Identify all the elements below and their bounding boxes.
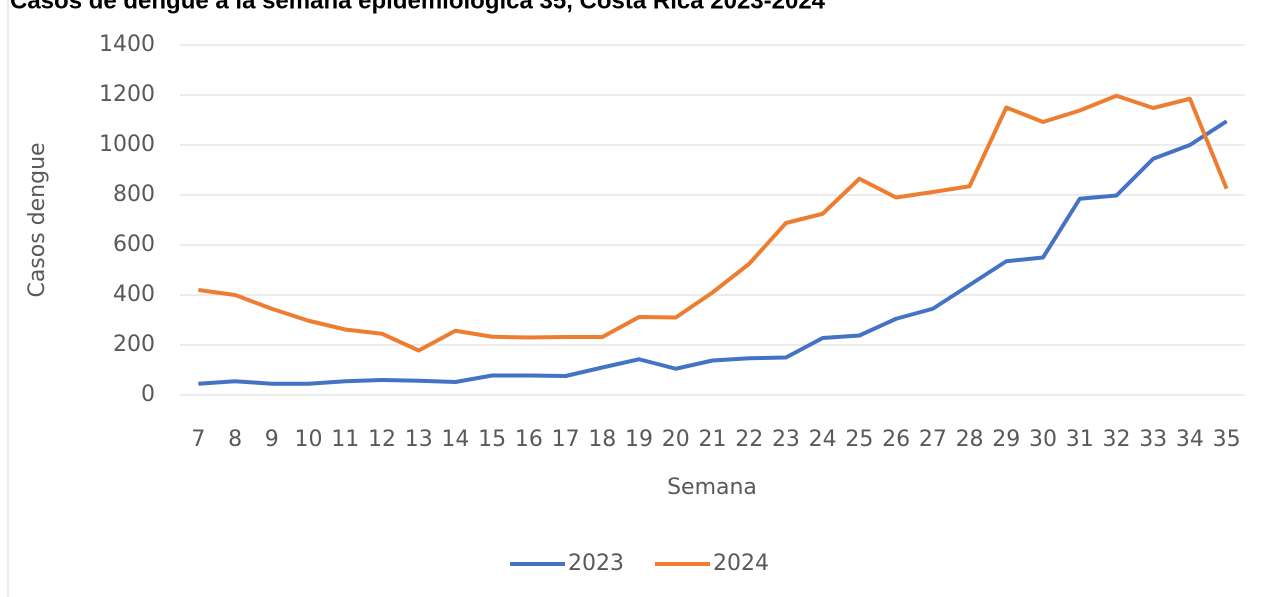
x-tick-label: 22: [735, 427, 763, 452]
x-tick-label: 23: [772, 427, 800, 452]
x-tick-label: 25: [845, 427, 873, 452]
x-tick-label: 21: [699, 427, 727, 452]
x-tick-label: 30: [1029, 427, 1057, 452]
y-tick-label: 1000: [99, 132, 155, 157]
x-tick-label: 15: [478, 427, 506, 452]
y-tick-label: 800: [113, 182, 155, 207]
x-tick-label: 17: [552, 427, 580, 452]
x-tick-label: 28: [956, 427, 984, 452]
x-tick-label: 32: [1102, 427, 1130, 452]
x-tick-label: 18: [588, 427, 616, 452]
x-axis-label: Semana: [667, 475, 757, 500]
x-tick-label: 7: [191, 427, 205, 452]
x-tick-label: 16: [515, 427, 543, 452]
x-tick-label: 33: [1139, 427, 1167, 452]
y-tick-label: 0: [141, 382, 155, 407]
x-tick-label: 14: [441, 427, 469, 452]
x-tick-label: 29: [992, 427, 1020, 452]
x-tick-label: 20: [662, 427, 690, 452]
y-tick-label: 400: [113, 282, 155, 307]
x-tick-label: 12: [368, 427, 396, 452]
x-tick-label: 27: [919, 427, 947, 452]
x-tick-label: 9: [265, 427, 279, 452]
x-tick-label: 19: [625, 427, 653, 452]
chart-border: [7, 0, 9, 597]
y-tick-label: 1200: [99, 82, 155, 107]
x-tick-label: 13: [405, 427, 433, 452]
y-tick-label: 200: [113, 332, 155, 357]
legend-label: 2024: [713, 551, 769, 576]
line-series: [198, 119, 1228, 386]
x-tick-label: 11: [331, 427, 359, 452]
y-tick-label: 1400: [99, 32, 155, 57]
y-axis-label: Casos dengue: [25, 142, 50, 297]
x-tick-label: 35: [1213, 427, 1241, 452]
x-tick-label: 31: [1066, 427, 1094, 452]
x-tick-label: 24: [809, 427, 837, 452]
x-tick-label: 34: [1176, 427, 1204, 452]
y-tick-label: 600: [113, 232, 155, 257]
chart-title: Casos de dengue a la semana epidemiológi…: [10, 0, 826, 14]
line-series: [198, 93, 1229, 353]
legend-label: 2023: [568, 551, 624, 576]
x-tick-label: 8: [228, 427, 242, 452]
x-tick-label: 10: [295, 427, 323, 452]
x-tick-label: 26: [882, 427, 910, 452]
